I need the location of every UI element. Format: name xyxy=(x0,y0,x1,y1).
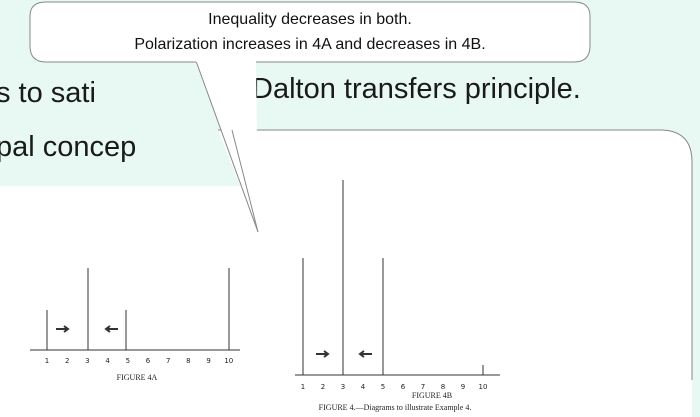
figure xyxy=(30,180,500,376)
figure-caption: FIGURE 4B xyxy=(412,391,452,400)
axis-tick-label: 6 xyxy=(401,383,406,391)
axis-tick-label: 7 xyxy=(166,357,170,365)
arrow xyxy=(104,325,118,333)
axis-tick-label: 10 xyxy=(479,383,488,391)
figure-callout xyxy=(0,130,692,417)
arrow xyxy=(56,325,70,333)
axis-tick-label: 5 xyxy=(381,383,385,391)
axis-tick-label: 2 xyxy=(65,357,69,365)
slide-text: pal concep xyxy=(0,131,136,163)
slide-text: Dalton transfers principle. xyxy=(252,73,581,105)
callout-tail-edge xyxy=(231,129,259,233)
axis-tick-label: 5 xyxy=(126,357,130,365)
axis-tick-label: 3 xyxy=(341,383,345,391)
axis-tick-label: 1 xyxy=(301,383,305,391)
axis-tick-label: 4 xyxy=(105,357,110,365)
axis-tick-label: 10 xyxy=(224,357,233,365)
axis-tick-label: 9 xyxy=(206,357,210,365)
arrow xyxy=(316,350,330,358)
axis-tick-label: 4 xyxy=(361,383,366,391)
callout xyxy=(29,1,591,63)
axis-tick-label: 1 xyxy=(45,357,49,365)
callout-tail-edge xyxy=(195,60,259,233)
axis-tick-label: 6 xyxy=(146,357,151,365)
axis-tick-label: 3 xyxy=(85,357,89,365)
axis-tick-label: 2 xyxy=(321,383,325,391)
axis-tick-label: 9 xyxy=(461,383,465,391)
figure-caption: FIGURE 4A xyxy=(117,373,158,382)
figure-caption: FIGURE 4.—Diagrams to illustrate Example… xyxy=(319,403,472,412)
axis-tick-label: 8 xyxy=(186,357,190,365)
arrow xyxy=(358,350,372,358)
callout-text: Polarization increases in 4A and decreas… xyxy=(134,36,485,53)
callout-border xyxy=(218,129,693,380)
callout-text: Inequality decreases in both. xyxy=(208,11,412,28)
axis-tick-label: 7 xyxy=(421,383,425,391)
axis-tick-label: 8 xyxy=(441,383,445,391)
slide-text: s to sati xyxy=(0,77,96,109)
